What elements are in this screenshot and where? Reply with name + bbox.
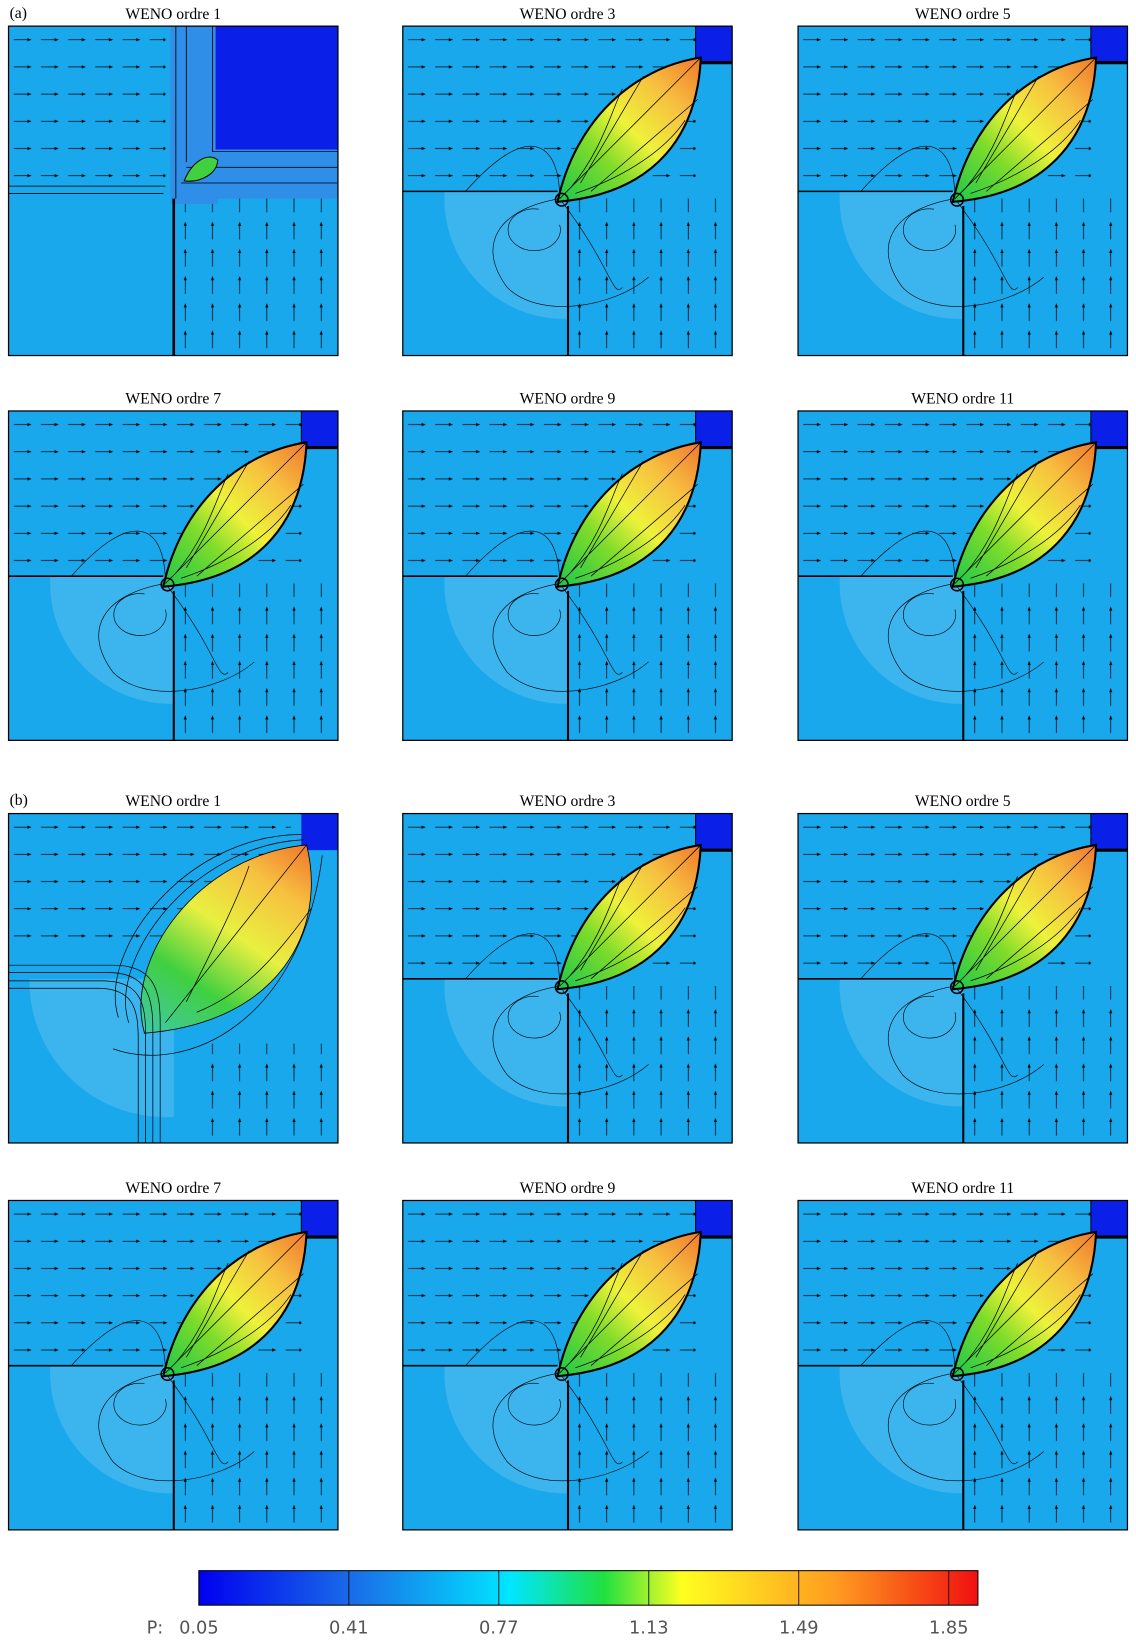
colorbar-tick-label: 0.41: [329, 1618, 369, 1638]
plot-frame: [402, 1199, 733, 1531]
group-label: (a): [10, 5, 27, 22]
colorbar-tick-label: 0.05: [179, 1618, 219, 1638]
panel-title: WENO ordre 3: [520, 6, 616, 23]
panel-title: WENO ordre 11: [911, 391, 1014, 408]
contour-plot: [798, 410, 1128, 741]
contour-plot: [798, 26, 1128, 356]
plot-frame: [7, 410, 339, 741]
colorbar-gradient: [198, 1570, 979, 1606]
contour-plot: [8, 813, 338, 1143]
plot-frame: [402, 25, 733, 357]
group-label: (b): [10, 792, 28, 809]
contour-plot: [8, 1200, 338, 1530]
colorbar-tick-label: 1.13: [629, 1618, 669, 1638]
contour-plot: [8, 410, 338, 741]
panel-grid: (a) WENO ordre 1 WENO ordre 3 WENO ordre 5 W…: [7, 5, 1129, 1531]
plot-frame: [7, 812, 339, 1144]
plot-frame: [402, 410, 733, 741]
panel-title: WENO ordre 9: [520, 391, 616, 408]
contour-plot: [798, 813, 1128, 1143]
panel-title: WENO ordre 1: [125, 793, 221, 810]
panel-title: WENO ordre 5: [915, 6, 1011, 23]
colorbar-tick-label: 1.49: [779, 1618, 819, 1638]
plot-frame: [7, 25, 339, 357]
panel-title: WENO ordre 7: [125, 1180, 221, 1197]
panel-title: WENO ordre 7: [125, 391, 221, 408]
contour-plot: [402, 410, 733, 741]
plot-frame: [402, 812, 733, 1144]
contour-plot: [402, 26, 733, 356]
panel-title: WENO ordre 11: [911, 1180, 1014, 1197]
panel-title: WENO ordre 1: [125, 6, 221, 23]
contour-plot: [402, 1200, 733, 1530]
colorbar: P: 0.05 0.41 0.77 1.13 1.49 1.85: [147, 1570, 979, 1638]
plot-frame: [797, 25, 1129, 357]
colorbar-tick-label: 1.85: [929, 1618, 969, 1638]
panel-title: WENO ordre 9: [520, 1180, 616, 1197]
plot-frame: [797, 410, 1129, 741]
colorbar-label: P:: [147, 1618, 164, 1638]
plot-frame: [7, 1199, 339, 1531]
panel-title: WENO ordre 5: [915, 793, 1011, 810]
contour-plot: [8, 26, 338, 356]
contour-plot: [402, 813, 733, 1143]
plot-frame: [797, 1199, 1129, 1531]
plot-frame: [797, 812, 1129, 1144]
panel-title: WENO ordre 3: [520, 793, 616, 810]
contour-plot: [798, 1200, 1128, 1530]
colorbar-tick-label: 0.77: [479, 1618, 519, 1638]
